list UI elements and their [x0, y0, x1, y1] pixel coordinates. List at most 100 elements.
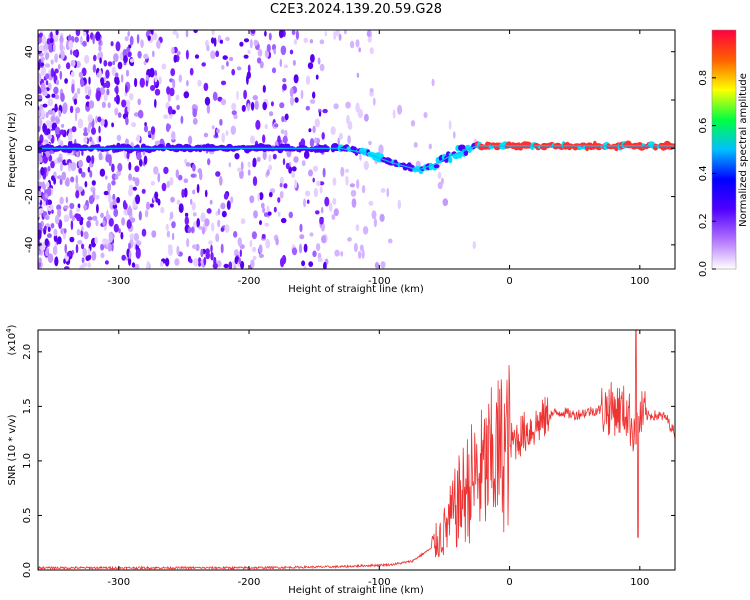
colorbar-label: Normalized spectral amplitude [738, 73, 749, 227]
spectrogram-cell [220, 80, 227, 86]
spectrogram-cell [38, 44, 44, 53]
spectrogram-cell [132, 186, 137, 191]
snr-y-multiplier-exp: 4 [5, 328, 13, 333]
spectrogram-cell [53, 228, 58, 237]
y-tick-label: 0.5 [22, 508, 33, 524]
spectrogram-cell [262, 85, 266, 93]
spectrogram-cell [74, 111, 78, 122]
spectrogram-cell [178, 203, 184, 214]
spectrogram-cell [288, 211, 293, 219]
spectrogram-cell [239, 41, 244, 47]
spectrogram-cell [263, 212, 268, 218]
spectrogram-cell [257, 193, 260, 202]
spectrogram-cell [347, 135, 351, 144]
spectrogram-cell [291, 30, 296, 35]
spectrogram-cell [309, 39, 314, 44]
spectrogram-cell [45, 151, 51, 158]
spectrogram-cell [115, 72, 119, 78]
spectrogram-cell [192, 118, 198, 125]
spectrogram-cell [75, 106, 81, 114]
spectrogram-cell [368, 140, 372, 146]
spectrogram-cell [71, 83, 75, 94]
spectrogram-cell [349, 40, 355, 49]
colorbar: 0.0 0.2 0.4 0.6 0.8 Normalized spectral ampl… [698, 29, 749, 277]
spectrogram-cell [192, 244, 197, 249]
spectrogram-cell [278, 30, 284, 39]
spectrogram-cell [200, 212, 206, 223]
spectrogram-cell [217, 219, 221, 228]
spectrogram-cell [83, 136, 88, 144]
spectrogram-cell [61, 123, 65, 128]
spectrogram-cell [224, 224, 230, 233]
spectrogram-cell [94, 236, 98, 245]
spectrogram-cell [308, 169, 313, 177]
spectrogram-cell [338, 132, 343, 140]
spectrogram-cell [290, 96, 294, 106]
spectrogram-cell [86, 85, 91, 91]
ridge-cell [463, 149, 469, 156]
spectrogram-cell [65, 196, 69, 204]
spectrogram-cell [303, 150, 310, 159]
spectrogram-cell [81, 225, 84, 232]
spectrogram-cell [113, 223, 119, 233]
spectrogram-cell [280, 129, 285, 135]
spectrogram-cell [190, 226, 195, 234]
spectrogram-cell [118, 228, 121, 234]
spectrogram-cell [295, 30, 299, 40]
spectrogram-y-ticks: -40 -20 0 20 40 [24, 45, 675, 253]
spectrogram-cell [111, 242, 114, 252]
spectrogram-cell [285, 162, 290, 170]
spectrogram-cell [45, 80, 49, 86]
y-tick-label: 1.5 [22, 398, 33, 414]
spectrogram-cell [275, 237, 279, 246]
spectrogram-cell [217, 208, 221, 216]
spectrogram-cell [271, 67, 277, 74]
spectrogram-cell [87, 114, 94, 123]
spectrogram-cell [47, 253, 54, 264]
spectrogram-cell [368, 200, 374, 206]
spectrogram-cell [259, 61, 264, 69]
spectrogram-cell [207, 158, 211, 166]
spectrogram-cell [284, 113, 289, 121]
spectrogram-cell [74, 92, 78, 100]
spectrogram-cell [319, 63, 325, 72]
spectrogram-cell [170, 196, 175, 203]
spectrogram-cell [268, 164, 273, 171]
spectrogram-cell [70, 161, 77, 172]
spectrogram-cell [103, 190, 109, 196]
spectrogram-cell [268, 154, 272, 162]
spectrogram-cell [100, 77, 105, 86]
spectrogram-cell [149, 203, 154, 208]
spectrogram-cell [176, 199, 181, 205]
spectrogram-cell [112, 198, 117, 206]
x-tick-label: -200 [238, 276, 261, 287]
spectrogram-cell [262, 150, 267, 161]
spectrogram-cell [258, 244, 263, 255]
spectrogram-cell [442, 198, 449, 207]
spectrogram-cell [307, 62, 314, 70]
spectrogram-cell [243, 38, 250, 43]
spectrogram-cell [203, 132, 209, 138]
spectrogram-cell [54, 106, 58, 112]
spectrogram-cell [117, 162, 123, 172]
spectrogram-cell [315, 243, 321, 252]
y-tick-label: -40 [24, 237, 35, 253]
spectrogram-cell [185, 30, 189, 38]
spectrogram-cell [60, 92, 65, 103]
spectrogram-cell [279, 183, 283, 188]
spectrogram-cell [125, 85, 128, 94]
spectrogram-cell [78, 167, 83, 174]
spectrogram-cell [234, 153, 240, 160]
spectrogram-cell [268, 111, 274, 117]
spectrogram-cell [320, 206, 324, 214]
spectrogram-cell [252, 176, 258, 187]
spectrogram-cell [448, 120, 452, 130]
spectrogram-cell [44, 63, 51, 68]
spectrogram-cell [312, 91, 316, 99]
spectrogram-cell [57, 63, 61, 70]
spectrogram-cell [156, 40, 161, 49]
spectrogram-cell [251, 231, 257, 240]
spectrogram-cell [237, 167, 243, 172]
spectrogram-cell [289, 87, 294, 98]
spectrogram-cell [77, 239, 83, 245]
